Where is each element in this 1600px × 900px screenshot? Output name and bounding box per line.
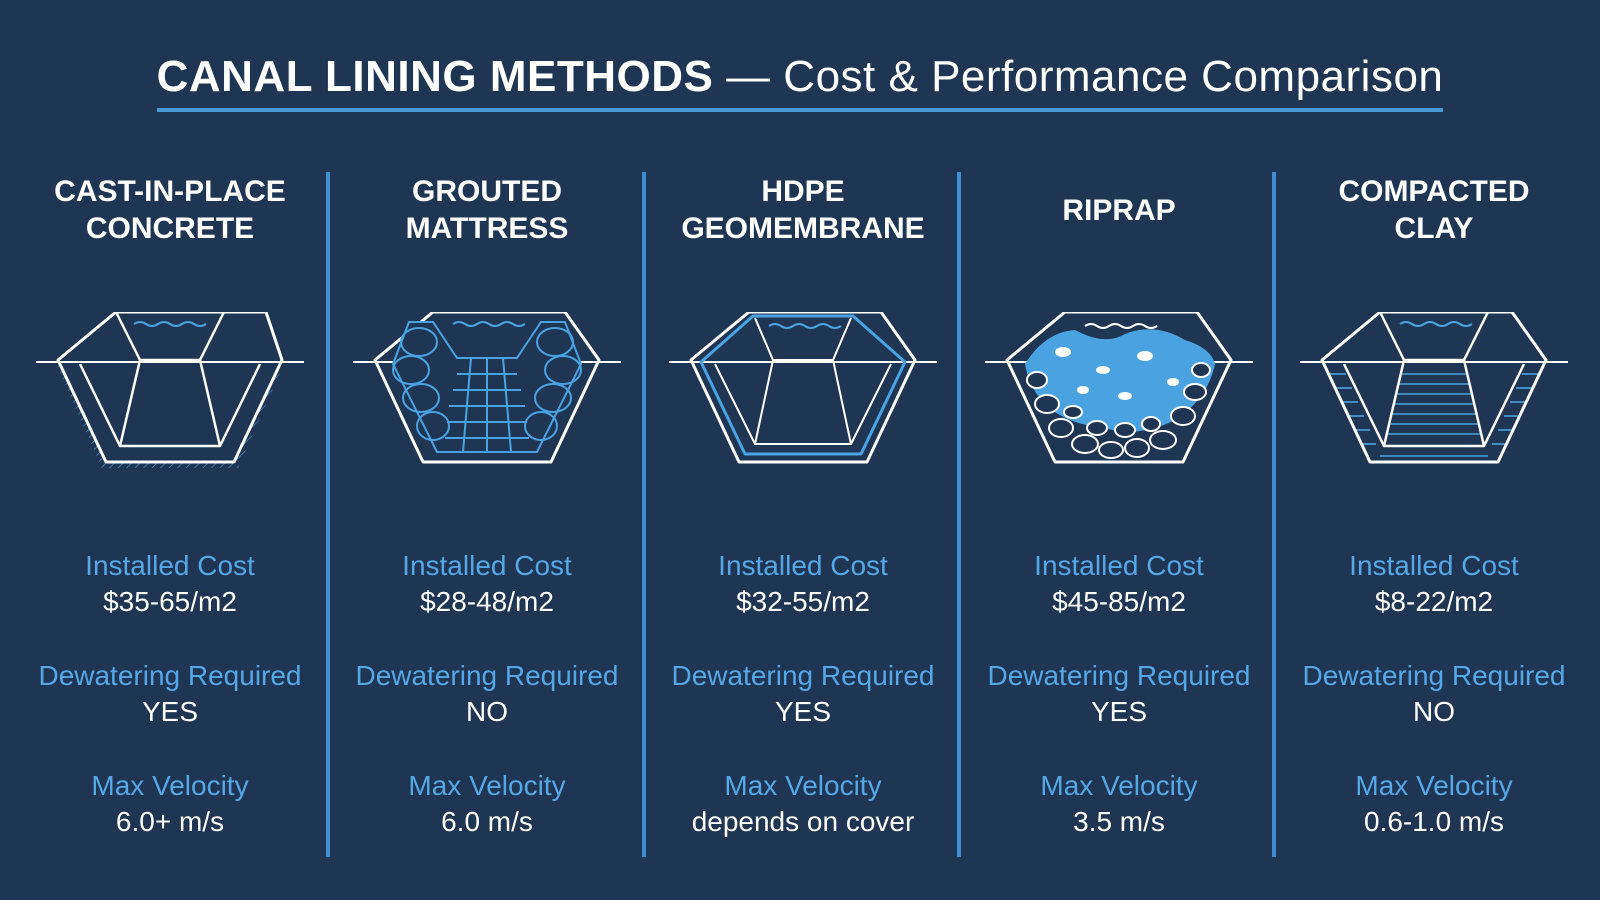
cost-value: $45-85/m2	[1052, 586, 1186, 617]
method-column-riprap: RIPRAP	[961, 172, 1277, 857]
cost-value: $32-55/m2	[736, 586, 870, 617]
column-divider	[957, 172, 961, 857]
max-velocity: Max Velocity depends on cover	[645, 768, 961, 840]
cost-value: $28-48/m2	[420, 586, 554, 617]
grouted-mattress-channel-icon	[353, 312, 621, 464]
dewatering-value: YES	[774, 696, 832, 727]
velocity-value: 3.5 m/s	[1073, 806, 1165, 837]
installed-cost: Installed Cost $28-48/m2	[329, 548, 645, 620]
concrete-channel-icon	[36, 312, 304, 468]
method-column-compacted-clay: COMPACTED CLAY	[1276, 172, 1592, 857]
title-main: CANAL LINING METHODS	[156, 52, 714, 101]
installed-cost: Installed Cost $8-22/m2	[1276, 548, 1592, 620]
cost-label: Installed Cost	[85, 550, 255, 581]
velocity-label: Max Velocity	[408, 770, 566, 801]
method-name: HDPE GEOMEMBRANE	[681, 175, 925, 245]
velocity-value: depends on cover	[691, 806, 915, 837]
cost-value: $35-65/m2	[103, 586, 237, 617]
dewatering-label: Dewatering Required	[671, 660, 935, 691]
cost-label: Installed Cost	[1349, 550, 1519, 581]
dewatering-label: Dewatering Required	[1302, 660, 1566, 691]
cost-value: $8-22/m2	[1374, 586, 1494, 617]
compacted-clay-channel-icon	[1300, 312, 1568, 464]
velocity-label: Max Velocity	[1040, 770, 1198, 801]
dewatering-required: Dewatering Required YES	[961, 658, 1277, 730]
dewatering-value: YES	[1090, 696, 1148, 727]
dewatering-required: Dewatering Required NO	[329, 658, 645, 730]
riprap-channel-icon	[985, 312, 1253, 464]
max-velocity: Max Velocity 0.6-1.0 m/s	[1276, 768, 1592, 840]
method-name: GROUTED MATTRESS	[405, 175, 569, 245]
dewatering-label: Dewatering Required	[987, 660, 1251, 691]
velocity-label: Max Velocity	[724, 770, 882, 801]
installed-cost: Installed Cost $32-55/m2	[645, 548, 961, 620]
cost-label: Installed Cost	[402, 550, 572, 581]
velocity-value: 6.0 m/s	[441, 806, 533, 837]
installed-cost: Installed Cost $45-85/m2	[961, 548, 1277, 620]
column-divider	[326, 172, 330, 857]
dewatering-label: Dewatering Required	[355, 660, 619, 691]
dewatering-value: NO	[1413, 696, 1455, 727]
title-area: CANAL LINING METHODS — Cost & Performanc…	[0, 52, 1600, 112]
dewatering-label: Dewatering Required	[38, 660, 302, 691]
page-title: CANAL LINING METHODS — Cost & Performanc…	[156, 52, 1444, 112]
method-column-grouted-mattress: GROUTED MATTRESS Installed Cost $28-48/m…	[329, 172, 645, 857]
installed-cost: Installed Cost $35-65/m2	[12, 548, 328, 620]
dewatering-required: Dewatering Required NO	[1276, 658, 1592, 730]
method-name: RIPRAP	[1062, 193, 1176, 227]
dewatering-required: Dewatering Required YES	[12, 658, 328, 730]
dewatering-value: YES	[141, 696, 199, 727]
velocity-label: Max Velocity	[1355, 770, 1513, 801]
dewatering-required: Dewatering Required YES	[645, 658, 961, 730]
method-name: CAST-IN-PLACE CONCRETE	[54, 175, 286, 245]
method-column-hdpe-geomembrane: HDPE GEOMEMBRANE Installed Cost $32-55/m…	[645, 172, 961, 857]
column-divider	[1272, 172, 1276, 857]
velocity-value: 6.0+ m/s	[115, 806, 225, 837]
title-dash: —	[726, 52, 771, 101]
cost-label: Installed Cost	[1034, 550, 1204, 581]
velocity-label: Max Velocity	[91, 770, 249, 801]
method-name: COMPACTED CLAY	[1338, 175, 1530, 245]
geomembrane-channel-icon	[669, 312, 937, 464]
column-divider	[642, 172, 646, 857]
title-subtitle: Cost & Performance Comparison	[783, 52, 1444, 101]
max-velocity: Max Velocity 6.0 m/s	[329, 768, 645, 840]
method-column-concrete: CAST-IN-PLACE CONCRETE Installed Cost $3…	[12, 172, 328, 857]
max-velocity: Max Velocity 6.0+ m/s	[12, 768, 328, 840]
cost-label: Installed Cost	[718, 550, 888, 581]
dewatering-value: NO	[466, 696, 508, 727]
max-velocity: Max Velocity 3.5 m/s	[961, 768, 1277, 840]
velocity-value: 0.6-1.0 m/s	[1363, 806, 1505, 837]
